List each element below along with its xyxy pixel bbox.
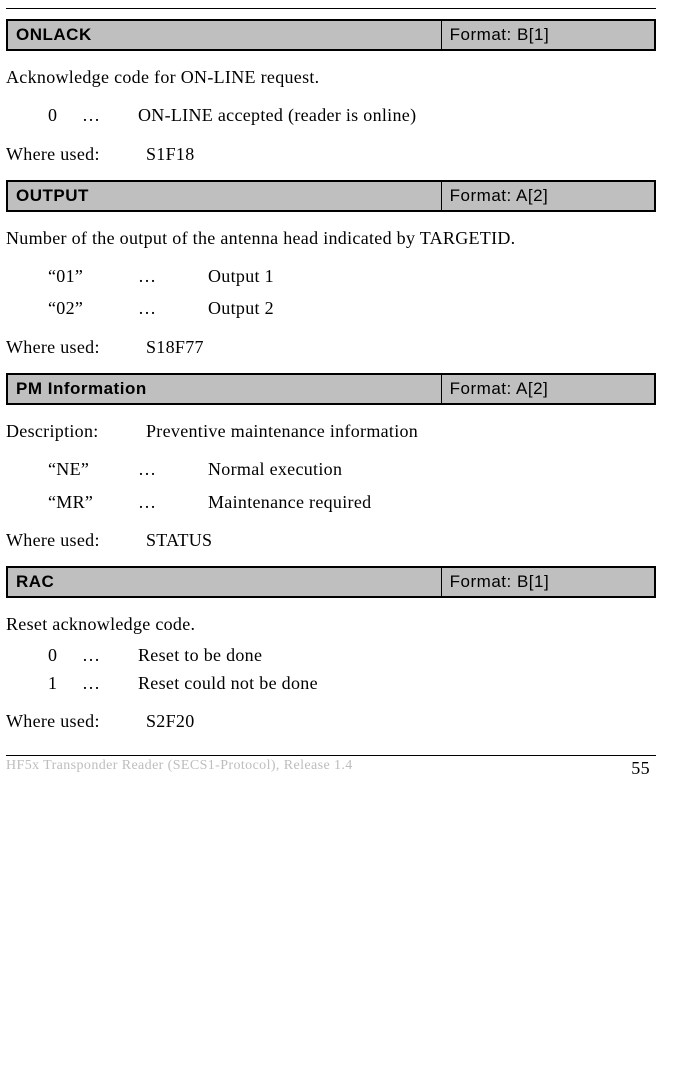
description-row: Description: Preventive maintenance info… (6, 419, 656, 443)
top-rule (6, 8, 656, 9)
where-used-row: Where used: S2F20 (6, 709, 656, 733)
page: ONLACK Format: B[1] Acknowledge code for… (0, 0, 674, 779)
value-desc: Normal execution (208, 457, 656, 481)
where-used-label: Where used: (6, 335, 146, 359)
footer-doc-title: HF5x Transponder Reader (SECS1-Protocol)… (6, 758, 353, 779)
value-code: 0 (48, 643, 82, 667)
where-used-value: S2F20 (146, 709, 656, 733)
value-desc: Output 2 (208, 296, 656, 320)
value-ellipsis: … (138, 296, 208, 320)
value-ellipsis: … (82, 643, 138, 667)
value-code: “01” (48, 264, 138, 288)
section-format: Format: A[2] (441, 374, 655, 404)
section-header-rac: RAC Format: B[1] (6, 566, 656, 598)
value-ellipsis: … (138, 264, 208, 288)
lead-text: Acknowledge code for ON-LINE request. (6, 65, 656, 89)
lead-text: Reset acknowledge code. (6, 612, 656, 636)
where-used-label: Where used: (6, 528, 146, 552)
value-desc: Maintenance required (208, 490, 656, 514)
where-used-row: Where used: STATUS (6, 528, 656, 552)
section-body-output: Number of the output of the antenna head… (6, 226, 656, 359)
section-name: PM Information (7, 374, 441, 404)
section-name: RAC (7, 567, 441, 597)
section-name: ONLACK (7, 20, 441, 50)
footer-page-number: 55 (631, 758, 650, 779)
section-header-output: OUTPUT Format: A[2] (6, 180, 656, 212)
value-row: “02” … Output 2 (6, 296, 656, 320)
lead-text: Number of the output of the antenna head… (6, 226, 656, 250)
section-format: Format: A[2] (441, 181, 655, 211)
page-footer: HF5x Transponder Reader (SECS1-Protocol)… (6, 756, 656, 779)
value-row: 0 … ON-LINE accepted (reader is online) (6, 103, 656, 127)
where-used-value: S18F77 (146, 335, 656, 359)
value-row: “MR” … Maintenance required (6, 490, 656, 514)
description-text: Preventive maintenance information (146, 419, 656, 443)
section-format: Format: B[1] (441, 20, 655, 50)
where-used-label: Where used: (6, 709, 146, 733)
value-ellipsis: … (138, 490, 208, 514)
section-body-onlack: Acknowledge code for ON-LINE request. 0 … (6, 65, 656, 166)
where-used-value: STATUS (146, 528, 656, 552)
value-desc: Reset to be done (138, 643, 656, 667)
value-row: 0 … Reset to be done (6, 643, 656, 667)
where-used-row: Where used: S1F18 (6, 142, 656, 166)
value-code: 0 (48, 103, 82, 127)
value-ellipsis: … (138, 457, 208, 481)
value-desc: Output 1 (208, 264, 656, 288)
description-label: Description: (6, 419, 146, 443)
value-desc: ON-LINE accepted (reader is online) (138, 103, 656, 127)
section-header-pminfo: PM Information Format: A[2] (6, 373, 656, 405)
section-header-onlack: ONLACK Format: B[1] (6, 19, 656, 51)
value-ellipsis: … (82, 671, 138, 695)
section-format: Format: B[1] (441, 567, 655, 597)
section-body-rac: Reset acknowledge code. 0 … Reset to be … (6, 612, 656, 733)
where-used-row: Where used: S18F77 (6, 335, 656, 359)
section-name: OUTPUT (7, 181, 441, 211)
value-row: “01” … Output 1 (6, 264, 656, 288)
value-row: 1 … Reset could not be done (6, 671, 656, 695)
where-used-label: Where used: (6, 142, 146, 166)
value-code: “MR” (48, 490, 138, 514)
value-row: “NE” … Normal execution (6, 457, 656, 481)
value-code: 1 (48, 671, 82, 695)
value-desc: Reset could not be done (138, 671, 656, 695)
value-ellipsis: … (82, 103, 138, 127)
where-used-value: S1F18 (146, 142, 656, 166)
section-body-pminfo: Description: Preventive maintenance info… (6, 419, 656, 552)
value-code: “02” (48, 296, 138, 320)
value-code: “NE” (48, 457, 138, 481)
